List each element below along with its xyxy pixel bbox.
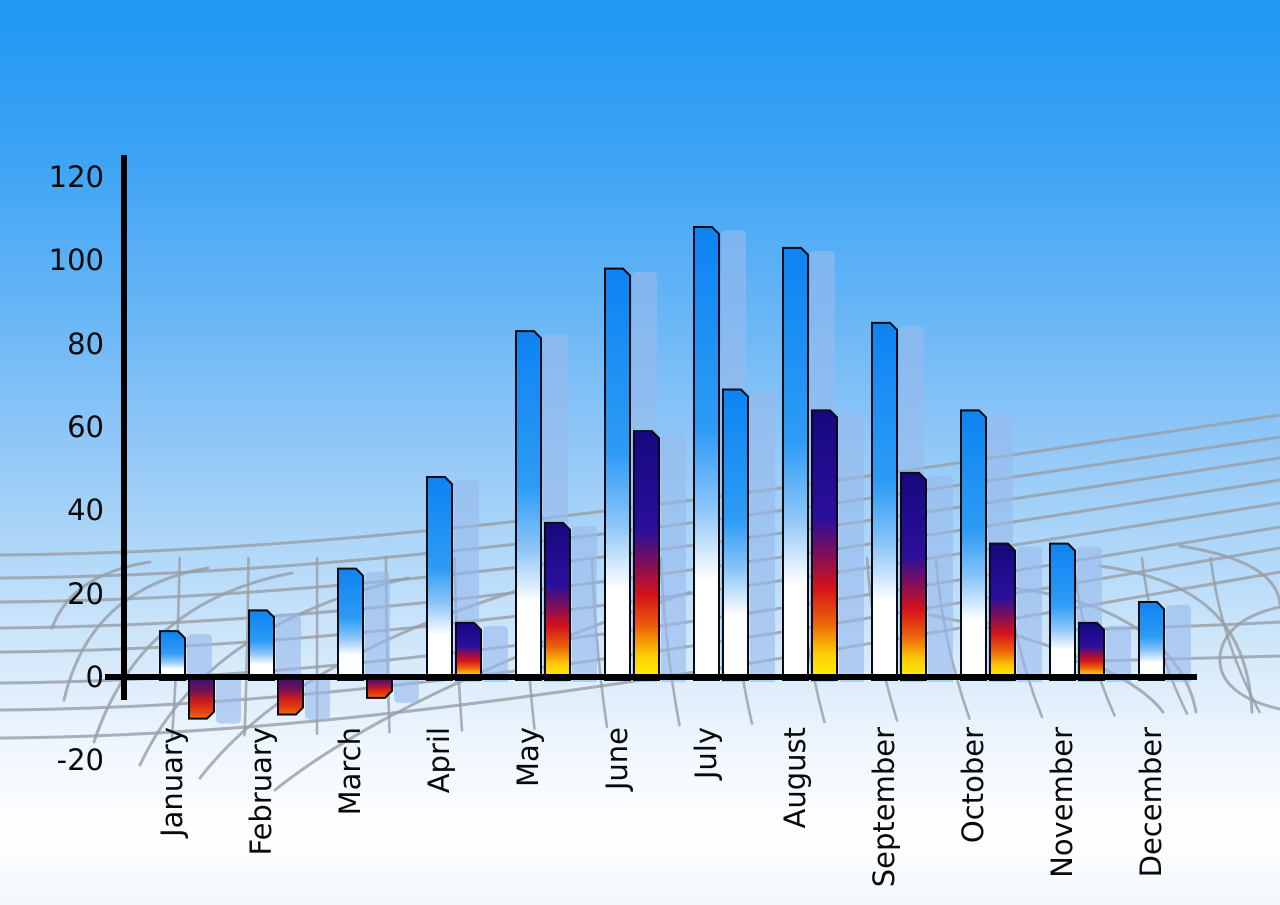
x-axis-label-february: February (244, 727, 278, 856)
bar-group-may (515, 330, 597, 682)
x-axis-label-june: June (600, 727, 634, 791)
bar-group-april (426, 476, 508, 682)
bar-group-august (782, 246, 864, 683)
x-axis-label-april: April (422, 727, 456, 794)
bar-secondary-september (900, 471, 927, 681)
bar-shadow (365, 571, 390, 682)
x-axis-label-january: January (155, 727, 189, 837)
bar-secondary-april (455, 621, 482, 681)
bar-shadow (572, 525, 597, 682)
x-axis-label-may: May (511, 727, 545, 787)
y-tick-label: 20 (67, 576, 104, 611)
bar-shadow (928, 475, 953, 682)
bar-group-march (337, 567, 419, 703)
bar-primary-october (960, 409, 987, 681)
bar-primary-february (248, 609, 275, 681)
bar-group-july (693, 226, 775, 682)
x-axis-label-october: October (956, 727, 990, 844)
grid-line (243, 556, 250, 737)
bar-primary-september (871, 321, 898, 681)
bar-group-november (1049, 542, 1131, 682)
bar-group-january (159, 630, 241, 724)
bar-primary-march (337, 567, 364, 681)
x-axis-label-july: July (689, 727, 723, 780)
grid-line (1209, 556, 1261, 714)
x-axis-label-december: December (1134, 727, 1168, 878)
bar-primary-january (159, 630, 186, 681)
bar-secondary-august (811, 409, 838, 681)
bar-secondary-february (277, 674, 304, 716)
grid-line (50, 560, 152, 630)
bar-secondary-june (633, 430, 660, 681)
bar-secondary-november (1078, 621, 1105, 681)
bar-shadow (187, 634, 212, 682)
bar-group-september (871, 321, 953, 682)
bar-group-december (1138, 601, 1191, 682)
bar-shadow (1106, 625, 1131, 682)
x-axis-label-november: November (1045, 727, 1079, 878)
bar-primary-august (782, 246, 809, 681)
bar-shadow (1017, 546, 1042, 682)
grid-line (92, 571, 294, 744)
grid-line (1098, 564, 1254, 714)
bar-secondary-may (544, 521, 571, 681)
bar-secondary-october (989, 542, 1016, 681)
bar-primary-june (604, 267, 631, 681)
x-axis-line (105, 674, 1197, 680)
bar-primary-november (1049, 542, 1076, 681)
bar-primary-may (515, 330, 542, 681)
bar-group-february (248, 609, 330, 720)
bar-shadow (216, 680, 241, 724)
bar-shadow (839, 413, 864, 682)
y-tick-label: 80 (67, 326, 104, 361)
bar-shadow (276, 613, 301, 682)
bar-primary-july (693, 226, 720, 681)
bar-shadow (1166, 605, 1191, 682)
bar-secondary-january (188, 674, 215, 720)
x-axis-label-august: August (778, 727, 812, 829)
x-axis-label-march: March (333, 727, 367, 816)
bar-shadow (483, 625, 508, 682)
y-tick-label: 40 (67, 493, 104, 528)
grid-line (1218, 605, 1280, 711)
y-tick-label: 120 (48, 160, 104, 194)
bar-secondary-july (722, 388, 749, 681)
y-tick-label: 100 (48, 243, 104, 278)
bar-group-october (960, 409, 1042, 682)
grid-line (0, 413, 1280, 557)
y-tick-label: 0 (85, 660, 104, 694)
y-tick-label: -20 (56, 743, 104, 778)
bar-group-june (604, 267, 686, 682)
y-tick-label: 60 (67, 410, 104, 444)
bar-primary-april (426, 476, 453, 681)
bar-shadow (750, 392, 775, 682)
x-axis-label-september: September (867, 727, 901, 888)
bar-shadow (394, 680, 419, 703)
grid-line (1178, 544, 1280, 606)
bar-shadow (305, 680, 330, 720)
y-axis-line (121, 155, 127, 700)
bar-primary-december (1138, 601, 1165, 681)
bar-shadow (661, 434, 686, 682)
